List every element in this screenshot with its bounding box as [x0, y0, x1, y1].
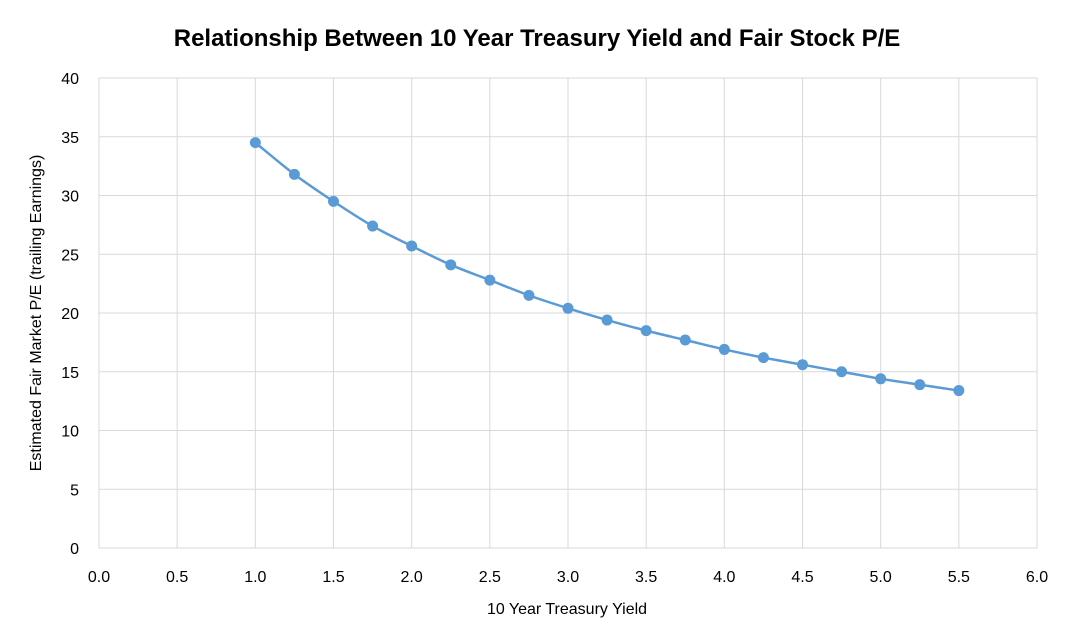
data-point	[601, 314, 613, 326]
x-tick-label: 0.0	[88, 569, 110, 586]
data-point	[249, 137, 261, 149]
data-point	[718, 343, 730, 355]
data-point	[875, 373, 887, 385]
y-tick-label: 30	[61, 189, 79, 206]
data-point	[562, 302, 574, 314]
y-axis-tick-labels: 0 5 10 15 20 25 30 35 40	[61, 71, 79, 558]
x-tick-label: 0.5	[166, 569, 188, 586]
data-point	[484, 274, 496, 286]
data-point	[288, 168, 300, 180]
data-point	[679, 334, 691, 346]
data-point	[836, 366, 848, 378]
chart-title: Relationship Between 10 Year Treasury Yi…	[174, 25, 901, 52]
x-tick-label: 1.5	[322, 569, 344, 586]
y-tick-label: 0	[70, 541, 79, 558]
series-line	[254, 141, 960, 392]
data-point	[523, 289, 535, 301]
x-tick-label: 3.5	[635, 569, 657, 586]
y-axis-label: Estimated Fair Market P/E (trailing Earn…	[28, 155, 45, 472]
x-tick-label: 3.0	[557, 569, 579, 586]
x-tick-label: 2.5	[479, 569, 501, 586]
y-tick-label: 20	[61, 306, 79, 323]
data-point	[953, 385, 965, 397]
y-tick-label: 15	[61, 365, 79, 382]
data-point	[914, 379, 926, 391]
x-tick-label: 6.0	[1026, 569, 1048, 586]
x-tick-label: 5.0	[870, 569, 892, 586]
y-tick-label: 35	[61, 130, 79, 147]
data-point	[640, 325, 652, 337]
data-point	[445, 259, 457, 271]
x-tick-label: 2.0	[401, 569, 423, 586]
x-tick-label: 4.0	[713, 569, 735, 586]
x-axis-tick-labels: 0.0 0.5 1.0 1.5 2.0 2.5 3.0 3.5 4.0 4.5 5.0 5.5 6.0	[88, 569, 1048, 586]
y-tick-label: 10	[61, 424, 79, 441]
x-tick-label: 1.0	[244, 569, 266, 586]
x-tick-label: 4.5	[791, 569, 813, 586]
data-point	[797, 359, 808, 371]
y-tick-label: 5	[70, 482, 79, 499]
x-tick-label: 5.5	[948, 569, 970, 586]
data-point	[406, 240, 418, 252]
y-tick-label: 40	[61, 71, 79, 88]
plot-area-border	[98, 77, 1038, 549]
series-layer	[249, 137, 965, 397]
data-point	[757, 352, 769, 364]
data-point	[328, 195, 339, 207]
data-point	[367, 220, 379, 232]
y-tick-label: 25	[61, 247, 79, 264]
x-axis-label: 10 Year Treasury Yield	[487, 601, 647, 618]
